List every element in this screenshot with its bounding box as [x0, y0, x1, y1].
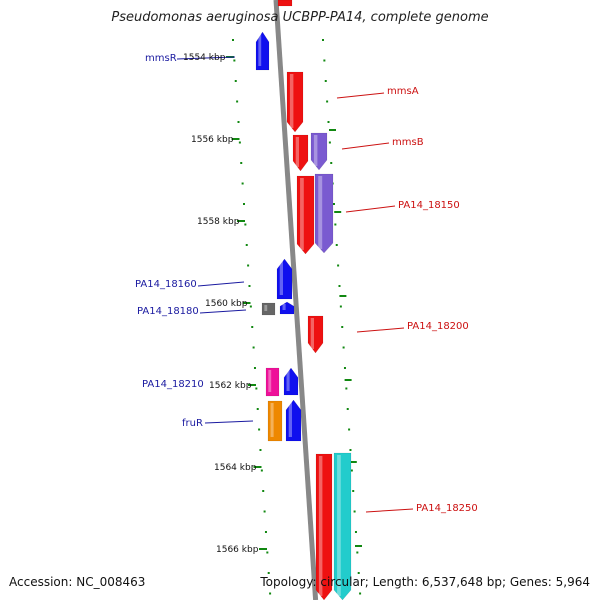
- genome-backbone: [273, 0, 319, 600]
- kbp-label: 1562 kbp: [209, 381, 252, 391]
- accession-text: Accession: NC_008463: [9, 575, 146, 589]
- label-leader-line: [341, 142, 390, 150]
- gene-label-mmsR[interactable]: mmsR: [145, 53, 177, 64]
- gene-label-PA14_18210[interactable]: PA14_18210: [142, 379, 204, 390]
- gene-label-PA14_18160[interactable]: PA14_18160: [135, 279, 197, 290]
- gene-label-fruR[interactable]: fruR: [182, 418, 203, 429]
- gene-label-PA14_18200[interactable]: PA14_18200: [407, 321, 469, 332]
- gene-mmsB: [292, 134, 309, 172]
- gene-highlight: [286, 370, 290, 391]
- gene-fruR_b: [285, 399, 302, 442]
- kbp-label: 1564 kbp: [214, 463, 257, 473]
- label-leader-line: [345, 205, 396, 213]
- gene-highlight: [279, 261, 283, 295]
- gene-PA14_18250_b: [333, 452, 352, 600]
- gene-highlight: [288, 402, 292, 437]
- gene-highlight: [264, 305, 268, 311]
- kbp-label: 1556 kbp: [191, 135, 234, 145]
- gene-highlight: [318, 176, 323, 249]
- gene-PA14_18150_b: [314, 173, 334, 254]
- kbp-label: 1566 kbp: [216, 545, 259, 555]
- gene-PA14_18210: [265, 367, 280, 397]
- gene-highlight: [282, 304, 286, 310]
- kbp-label: 1554 kbp: [183, 53, 226, 63]
- gene-highlight: [310, 318, 314, 349]
- label-leader-line: [356, 327, 405, 333]
- gene-highlight: [318, 456, 323, 596]
- label-leader-line: [197, 281, 245, 287]
- gene-highlight: [268, 370, 272, 392]
- kbp-label: 1560 kbp: [205, 299, 248, 309]
- gene-highlight: [300, 178, 304, 250]
- gene-label-PA14_18250[interactable]: PA14_18250: [416, 503, 478, 514]
- label-leader-line: [204, 420, 254, 424]
- gene-highlight: [337, 455, 341, 596]
- gene-label-mmsB[interactable]: mmsB: [392, 137, 424, 148]
- label-leader-line: [176, 56, 236, 60]
- gene-highlight: [295, 137, 299, 167]
- genome-title: Pseudomonas aeruginosa UCBPP-PA14, compl…: [111, 10, 489, 25]
- gene-PA14_18210_b: [283, 367, 299, 396]
- label-leader-line: [199, 309, 247, 314]
- gene-mmsR: [255, 31, 270, 71]
- gene-label-mmsA[interactable]: mmsA: [387, 86, 419, 97]
- label-leader-line: [365, 508, 414, 513]
- gene-fruR: [267, 400, 283, 442]
- gene-highlight: [270, 403, 274, 437]
- gene-highlight: [289, 74, 294, 128]
- label-leader-line: [336, 92, 385, 99]
- gene-highlight: [313, 135, 318, 166]
- gene-top_partial: [277, 0, 293, 7]
- gene-PA14_18180: [279, 301, 295, 315]
- gene-PA14_18250: [315, 453, 333, 600]
- topology-text: Topology: circular; Length: 6,537,648 bp…: [260, 575, 590, 589]
- gene-highlight: [258, 34, 262, 66]
- gene-mmsB_b: [310, 132, 328, 171]
- gene-PA14_18200: [307, 315, 324, 354]
- gene-label-PA14_18150[interactable]: PA14_18150: [398, 200, 460, 211]
- kbp-label: 1558 kbp: [197, 217, 240, 227]
- gene-PA14_18150: [296, 175, 315, 255]
- gene-mmsA: [286, 71, 304, 133]
- gene-PA14_18160: [276, 258, 293, 300]
- gene-PA14_18180_b: [261, 302, 276, 316]
- gene-label-PA14_18180[interactable]: PA14_18180: [137, 306, 199, 317]
